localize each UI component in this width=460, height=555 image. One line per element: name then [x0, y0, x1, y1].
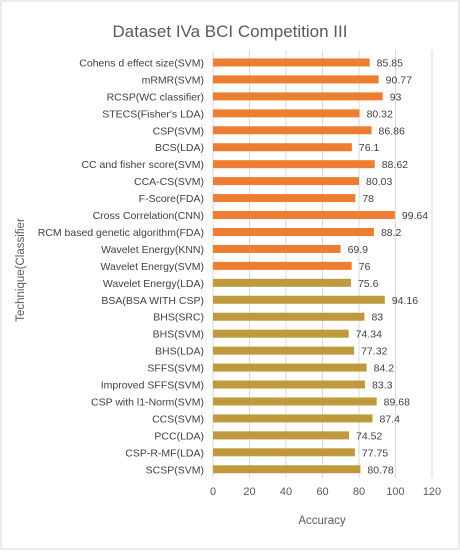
bar-10 [213, 227, 374, 236]
y-axis-label: Technique(Classifier [15, 218, 27, 322]
bar-19 [213, 380, 366, 389]
value-label-3: 80.32 [367, 108, 393, 120]
gridlines [212, 50, 433, 478]
bar-20 [213, 397, 377, 406]
category-label-9: Cross Correlation(CNN) [93, 210, 204, 222]
category-label-19: Improved SFFS(SVM) [101, 380, 204, 392]
value-label-19: 83.3 [372, 380, 393, 392]
value-label-14: 94.16 [392, 295, 418, 307]
category-label-4: CSP(SVM) [153, 125, 204, 137]
bar-5 [213, 143, 352, 152]
bar-22 [213, 431, 349, 440]
value-labels: 85.85 90.77 93 80.32 86.86 76.188.62 80.03 78 99… [348, 57, 429, 476]
x-tick-labels: 0 20 40 60 80 100 120 [210, 486, 441, 498]
bar-7 [213, 177, 360, 186]
category-labels: Cohens d effect size(SVM) mRMR(SVM) RCSP(W… [38, 57, 204, 476]
value-label-10: 88.2 [381, 227, 402, 239]
category-label-21: CCS(SVM) [152, 413, 204, 425]
category-label-13: Wavelet Energy(LDA) [103, 278, 204, 290]
value-label-1: 90.77 [386, 74, 412, 86]
category-label-2: RCSP(WC classifier) [107, 91, 204, 103]
x-tick-label-40: 40 [280, 486, 292, 498]
x-tick-label-0: 0 [210, 486, 216, 498]
category-label-8: F-Score(FDA) [139, 193, 204, 205]
value-label-7: 80.03 [366, 176, 392, 188]
x-tick-label-120: 120 [423, 486, 441, 498]
value-label-8: 78 [362, 193, 374, 205]
value-label-9: 99.64 [402, 210, 428, 222]
value-label-18: 84.2 [374, 363, 395, 375]
category-label-17: BHS(LDA) [155, 346, 204, 358]
value-label-11: 69.9 [348, 244, 369, 256]
bar-23 [213, 448, 355, 457]
category-label-7: CCA-CS(SVM) [134, 176, 204, 188]
x-tick-label-20: 20 [243, 486, 255, 498]
value-label-5: 76.1 [359, 142, 380, 154]
bar-17 [213, 346, 355, 355]
category-label-3: STECS(Fisher's LDA) [102, 108, 204, 120]
chart-title: Dataset IVa BCI Competition III [113, 22, 348, 41]
category-label-12: Wavelet Energy(SVM) [101, 261, 204, 273]
value-label-16: 74.34 [356, 329, 382, 341]
value-label-13: 75.6 [358, 278, 379, 290]
category-label-18: SFFS(SVM) [147, 363, 204, 375]
category-label-11: Wavelet Energy(KNN) [101, 244, 204, 256]
value-label-23: 77.75 [362, 447, 388, 459]
category-label-24: SCSP(SVM) [146, 464, 204, 476]
value-label-4: 86.86 [379, 125, 405, 137]
category-label-0: Cohens d effect size(SVM) [79, 57, 204, 69]
bar-9 [213, 211, 395, 220]
value-label-20: 89.68 [384, 396, 410, 408]
bars [213, 58, 395, 474]
category-label-10: RCM based genetic algorithm(FDA) [38, 227, 204, 239]
bar-13 [213, 278, 351, 287]
bar-12 [213, 261, 352, 270]
category-label-6: CC and fisher score(SVM) [81, 159, 204, 171]
category-label-23: CSP-R-MF(LDA) [125, 447, 204, 459]
category-label-15: BHS(SRC) [153, 312, 204, 324]
bar-0 [213, 58, 370, 67]
bar-14 [213, 295, 385, 304]
category-label-20: CSP with l1-Norm(SVM) [91, 396, 204, 408]
bar-6 [213, 160, 375, 169]
bar-18 [213, 363, 367, 372]
value-label-21: 87.4 [380, 413, 401, 425]
bar-16 [213, 329, 349, 338]
value-label-17: 77.32 [361, 346, 387, 358]
bar-2 [213, 92, 383, 101]
x-axis-label: Accuracy [298, 515, 346, 527]
bar-8 [213, 194, 356, 203]
bar-4 [213, 126, 372, 135]
bar-1 [213, 75, 379, 84]
category-label-5: BCS(LDA) [155, 142, 204, 154]
x-tick-label-100: 100 [386, 486, 404, 498]
value-label-15: 83 [371, 312, 383, 324]
x-tick-label-80: 80 [353, 486, 365, 498]
bar-24 [213, 465, 361, 474]
value-label-0: 85.85 [377, 57, 403, 69]
bar-11 [213, 244, 341, 253]
x-tick-label-60: 60 [316, 486, 328, 498]
value-label-2: 93 [390, 91, 402, 103]
category-label-16: BHS(SVM) [153, 329, 204, 341]
bar-3 [213, 109, 360, 118]
value-label-22: 74.52 [356, 430, 382, 442]
category-label-1: mRMR(SVM) [142, 74, 204, 86]
category-label-22: PCC(LDA) [154, 430, 204, 442]
bar-15 [213, 312, 365, 321]
value-label-6: 88.62 [382, 159, 408, 171]
value-label-24: 80.78 [367, 464, 393, 476]
value-label-12: 76 [359, 261, 371, 273]
bar-21 [213, 414, 373, 423]
category-label-14: BSA(BSA WITH CSP) [101, 295, 204, 307]
